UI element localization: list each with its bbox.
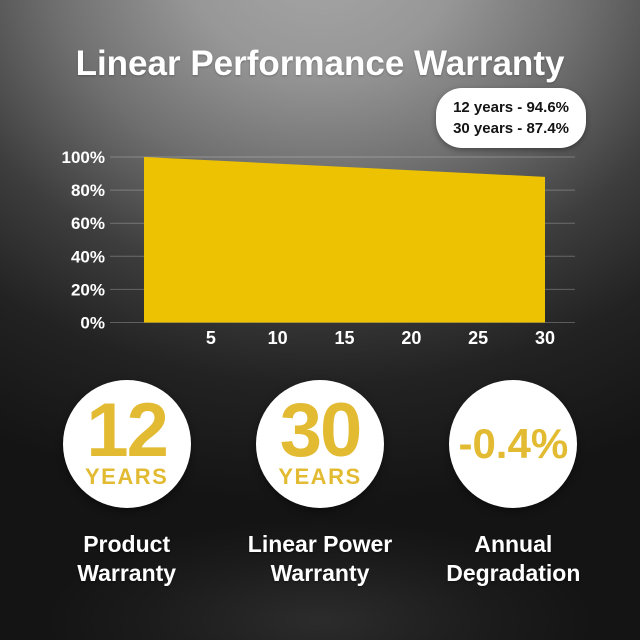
y-axis-tick-label: 80% [71,181,105,200]
warranty-area [144,157,545,323]
warranty-values-badge: 12 years - 94.6% 30 years - 87.4% [436,88,586,148]
stat-value: 30 [279,387,363,473]
stat-unit: YEARS [278,464,362,490]
y-axis-tick-label: 60% [71,214,105,233]
stat-circle-12-years: 12 YEARS [62,380,191,508]
stat-value: 12 [86,387,169,473]
y-axis-tick-label: 100% [62,148,105,167]
badge-line-30-years: 30 years - 87.4% [453,120,569,137]
stat-value: -0.4% [458,420,569,467]
stat-annual-degradation: -0.4% Annual Degradation [417,380,610,588]
x-axis-tick-label: 15 [334,328,354,348]
badge-line-12-years: 12 years - 94.6% [453,99,569,116]
stat-caption: Annual Degradation [446,531,581,586]
stat-circle-30-years: 30 YEARS [255,380,384,508]
page-title: Linear Performance Warranty [75,44,565,83]
stat-unit: YEARS [85,464,169,490]
y-axis-tick-label: 0% [80,314,105,333]
stat-product-warranty: 12 YEARS Product Warranty [30,380,223,588]
y-axis-tick-label: 20% [71,280,105,299]
stat-caption: Product Warranty [77,531,177,586]
x-axis-tick-label: 30 [535,328,555,348]
stat-linear-power-warranty: 30 YEARS Linear Power Warranty [223,380,416,588]
y-axis-tick-label: 40% [71,247,105,266]
stats-row: 12 YEARS Product Warranty 30 YEARS Linea… [30,380,610,588]
stat-circle-degradation: -0.4% [449,380,578,508]
x-axis-tick-label: 25 [468,328,488,348]
x-axis-tick-label: 5 [206,328,216,348]
x-axis-tick-label: 20 [401,328,421,348]
stat-caption: Linear Power Warranty [247,531,393,586]
x-axis-tick-label: 10 [268,328,288,348]
